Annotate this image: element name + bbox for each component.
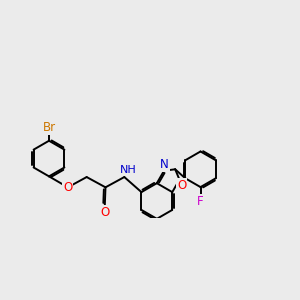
Text: NH: NH [120,164,137,175]
Text: F: F [197,195,204,208]
Text: O: O [63,181,73,194]
Text: O: O [177,179,186,192]
Text: N: N [160,158,169,171]
Text: O: O [100,206,110,219]
Text: Br: Br [42,121,56,134]
